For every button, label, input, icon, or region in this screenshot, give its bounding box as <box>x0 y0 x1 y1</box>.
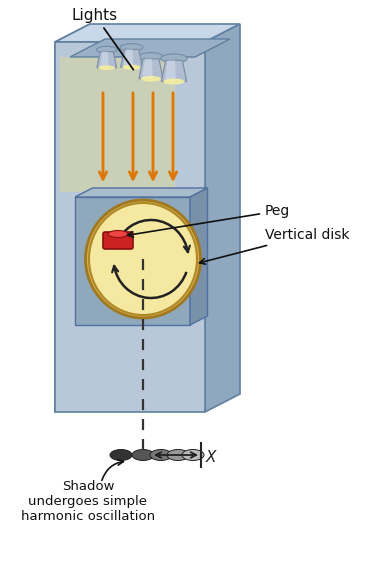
Ellipse shape <box>108 230 128 237</box>
FancyBboxPatch shape <box>103 232 133 249</box>
Ellipse shape <box>120 44 143 51</box>
Ellipse shape <box>96 46 117 53</box>
Text: Lights: Lights <box>72 8 133 70</box>
Ellipse shape <box>138 52 163 61</box>
Polygon shape <box>97 52 117 68</box>
Ellipse shape <box>110 450 132 460</box>
Polygon shape <box>205 24 240 412</box>
Polygon shape <box>121 50 142 67</box>
Ellipse shape <box>132 450 154 460</box>
Ellipse shape <box>167 450 189 460</box>
Ellipse shape <box>163 79 185 84</box>
Text: Vertical disk: Vertical disk <box>200 228 349 264</box>
Polygon shape <box>70 39 230 57</box>
Polygon shape <box>55 24 90 412</box>
Polygon shape <box>139 59 163 79</box>
Polygon shape <box>165 60 176 81</box>
Ellipse shape <box>85 200 200 318</box>
Polygon shape <box>60 57 175 192</box>
Ellipse shape <box>122 65 141 69</box>
Ellipse shape <box>98 65 115 70</box>
Polygon shape <box>55 24 240 42</box>
Text: X: X <box>206 450 216 465</box>
Ellipse shape <box>182 450 204 460</box>
Polygon shape <box>75 197 190 325</box>
Text: Shadow
undergoes simple
harmonic oscillation: Shadow undergoes simple harmonic oscilla… <box>21 480 155 523</box>
Text: Peg: Peg <box>128 204 290 237</box>
Polygon shape <box>100 52 109 68</box>
Polygon shape <box>55 42 205 412</box>
Ellipse shape <box>141 76 161 81</box>
Polygon shape <box>124 50 133 67</box>
Ellipse shape <box>150 450 172 460</box>
Polygon shape <box>142 59 153 79</box>
Polygon shape <box>161 60 186 81</box>
Ellipse shape <box>161 54 187 63</box>
Polygon shape <box>75 188 207 197</box>
Ellipse shape <box>89 203 197 315</box>
Polygon shape <box>190 188 207 325</box>
